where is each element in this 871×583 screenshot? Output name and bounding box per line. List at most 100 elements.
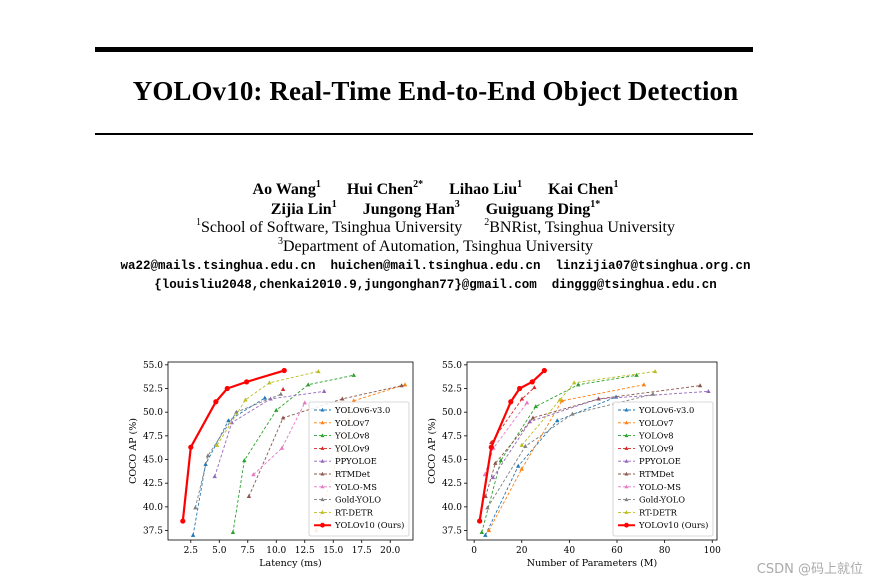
data-point xyxy=(555,418,560,423)
legend-marker xyxy=(320,484,325,489)
affiliation-text: BNRist, Tsinghua University xyxy=(489,219,675,236)
legend-box xyxy=(308,401,410,537)
author-line-2: Zijia Lin1 Jungong Han3 Guiguang Ding1* xyxy=(0,199,871,219)
data-point xyxy=(485,505,490,510)
legend-label: YOLOv9 xyxy=(638,443,674,453)
y-tick-label: 42.5 xyxy=(143,479,163,489)
x-tick-label: 0 xyxy=(471,546,477,556)
data-point xyxy=(486,528,492,533)
data-point xyxy=(523,443,528,448)
legend-label: YOLOv10 (Ours) xyxy=(638,520,708,530)
y-axis-label: COCO AP (%) xyxy=(128,418,139,484)
data-point xyxy=(351,372,356,377)
legend-marker xyxy=(624,459,629,463)
series-line xyxy=(478,369,546,522)
y-tick-label: 55.0 xyxy=(442,361,462,371)
title-bottom-rule xyxy=(95,133,753,135)
data-point xyxy=(493,460,498,465)
legend-label: YOLOv8 xyxy=(638,431,674,441)
author-name: Kai Chen xyxy=(548,181,614,198)
data-point xyxy=(279,445,285,450)
x-tick-label: 5.0 xyxy=(212,546,227,556)
data-point xyxy=(571,380,577,385)
data-point xyxy=(212,474,217,479)
data-point xyxy=(517,385,523,392)
y-axis-label: COCO AP (%) xyxy=(427,418,438,484)
series-line xyxy=(481,374,637,533)
series-line xyxy=(485,385,701,497)
x-axis-label: Number of Parameters (M) xyxy=(527,558,657,569)
x-tick-label: 15.0 xyxy=(323,546,343,556)
plot-frame xyxy=(466,361,718,541)
legend-label: YOLOv6-v3.0 xyxy=(638,405,694,415)
series-line xyxy=(484,396,617,536)
legend-marker xyxy=(320,433,325,438)
x-axis-label: Latency (ms) xyxy=(259,558,322,569)
y-tick-label: 52.5 xyxy=(442,385,462,395)
data-point xyxy=(188,444,194,450)
legend-label: YOLO-MS xyxy=(638,482,681,492)
author-name: Lihao Liu xyxy=(449,181,518,198)
data-point xyxy=(351,398,356,403)
data-point xyxy=(533,404,539,409)
data-point xyxy=(697,383,703,388)
data-point xyxy=(224,385,230,392)
author-name: Guiguang Ding xyxy=(485,201,591,218)
latency-chart: 37.5 40.0 42.5 45.0 47.5 50.0 52.5 55.0 2.5 5.0 7.… xyxy=(120,352,425,572)
author-sup: 1* xyxy=(590,199,601,210)
data-point xyxy=(340,396,345,401)
series-line xyxy=(253,402,306,475)
data-point xyxy=(226,418,231,423)
legend-label: Gold-YOLO xyxy=(335,495,381,505)
data-point xyxy=(316,369,321,374)
data-point xyxy=(524,400,530,405)
legend-marker xyxy=(624,433,629,438)
series-line xyxy=(521,371,656,446)
author-name: Ao Wang xyxy=(252,181,316,198)
legend-marker xyxy=(624,471,629,476)
data-point xyxy=(305,382,311,387)
legend-marker xyxy=(624,522,629,528)
legend-marker xyxy=(624,484,629,489)
data-point xyxy=(541,367,547,374)
legend-label: Gold-YOLO xyxy=(639,495,685,505)
data-point xyxy=(280,415,286,420)
data-point xyxy=(278,391,284,396)
legend-label: RTMDet xyxy=(335,469,371,479)
data-point xyxy=(575,382,581,387)
data-point xyxy=(242,458,247,463)
legend-marker xyxy=(320,522,325,528)
y-tick-label: 50.0 xyxy=(442,408,462,418)
data-point xyxy=(190,532,196,537)
series-line xyxy=(181,369,285,522)
y-tick-label: 52.5 xyxy=(143,385,163,395)
legend-label: PPYOLOE xyxy=(639,456,681,466)
affiliation-line-2: 3Department of Automation, Tsinghua Univ… xyxy=(0,236,871,256)
x-tick-label: 60 xyxy=(611,546,623,556)
top-rule xyxy=(95,47,753,52)
data-point xyxy=(706,388,711,393)
author-name: Zijia Lin xyxy=(270,201,332,218)
data-point xyxy=(193,505,198,510)
legend-marker xyxy=(624,497,629,502)
affiliation-text: Department of Automation, Tsinghua Unive… xyxy=(282,238,594,255)
y-tick-label: 50.0 xyxy=(143,408,163,418)
x-tick-label: 7.5 xyxy=(241,546,256,556)
data-point xyxy=(399,383,404,388)
watermark: CSDN @码上就位 xyxy=(756,562,863,577)
aff-sup: 3 xyxy=(277,236,283,247)
legend-marker xyxy=(624,407,629,412)
data-point xyxy=(479,530,484,535)
legend-marker xyxy=(320,446,325,450)
data-point xyxy=(214,442,220,447)
data-point xyxy=(243,397,248,402)
y-tick-label: 37.5 xyxy=(143,527,163,537)
legend-label: RTMDet xyxy=(639,469,675,479)
x-tick-label: 10.0 xyxy=(266,546,286,556)
y-tick-label: 37.5 xyxy=(442,527,462,537)
legend-box xyxy=(612,401,714,537)
data-point xyxy=(596,396,601,401)
data-point xyxy=(650,391,656,396)
author-sup: 2* xyxy=(413,179,424,190)
data-point xyxy=(180,518,186,524)
